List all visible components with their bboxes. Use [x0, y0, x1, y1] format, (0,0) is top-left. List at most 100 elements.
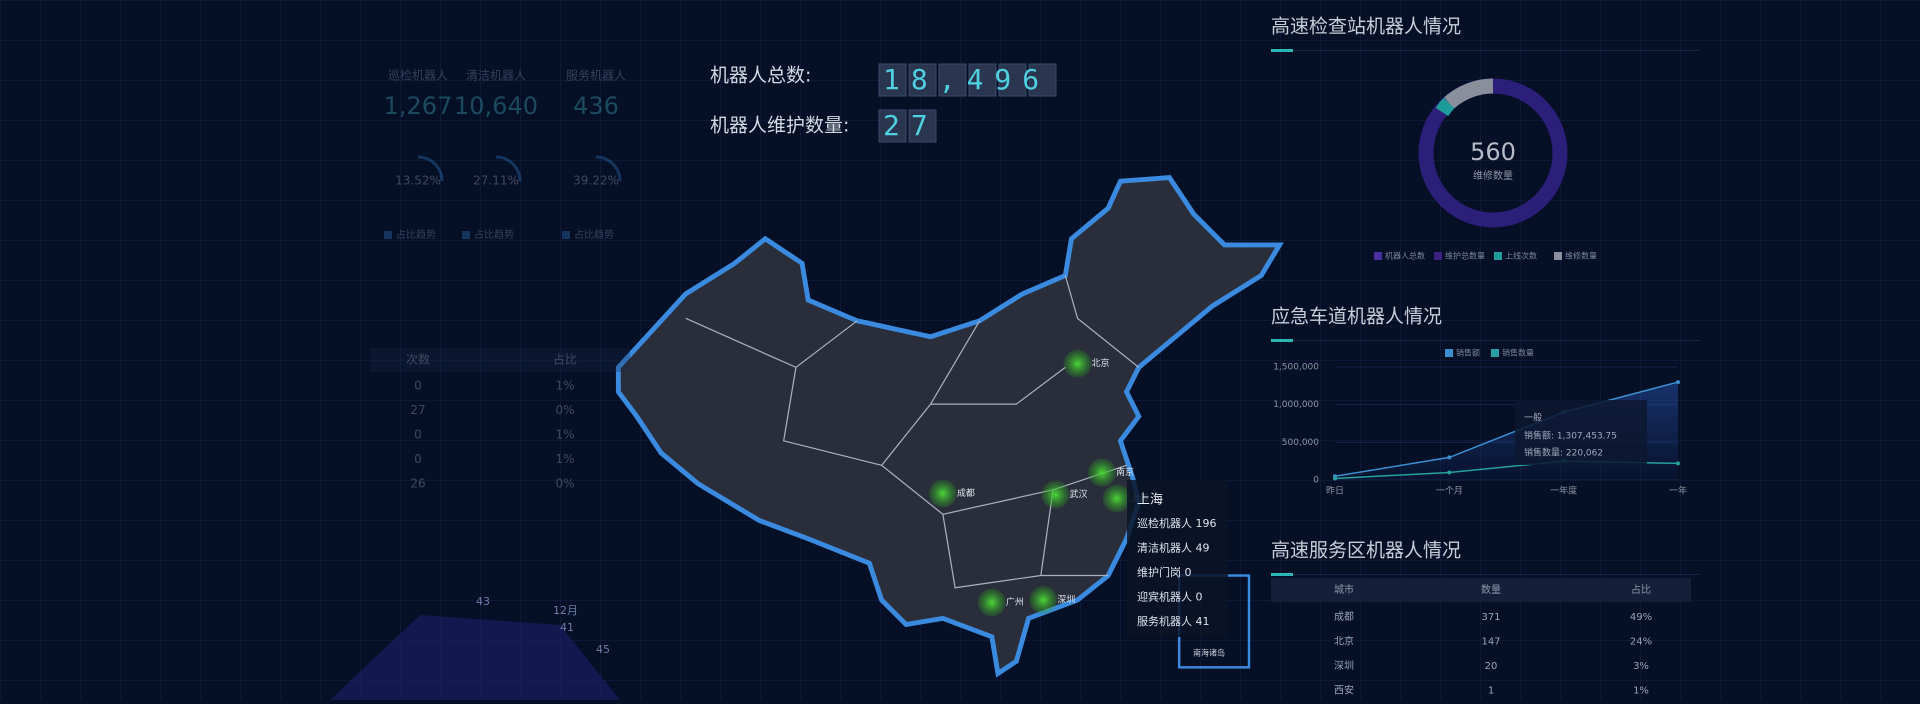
table-cell: 0% [555, 403, 574, 417]
city-label: 广州 [1006, 596, 1024, 608]
table-cell: 20 [1485, 661, 1498, 672]
city-label: 深圳 [1057, 595, 1075, 606]
table-cell: 24% [1630, 637, 1652, 648]
table-header-bg [370, 348, 630, 372]
bottom-label: 41 [560, 621, 574, 634]
line [1334, 381, 1679, 477]
kpi-value: 436 [573, 92, 619, 120]
x-tick-label: 昨日 [1326, 485, 1344, 497]
digit-box [998, 63, 1027, 97]
table-cell: 147 [1481, 637, 1500, 648]
title-underline [1271, 573, 1293, 576]
legend-swatch [1491, 349, 1499, 357]
digit-box [878, 63, 907, 97]
kpi-label: 清洁机器人 [466, 69, 526, 83]
table-header: 次数 [406, 352, 430, 367]
kpi-ring [495, 155, 522, 182]
chart-tooltip [1515, 400, 1647, 465]
table-cell: 49% [1630, 612, 1652, 623]
map-outline [615, 175, 1284, 678]
left-panel: 巡检机器人 1,267 13.52% 占比趋势 清洁机器人 10,640 27.11% 占比趋… [370, 68, 630, 491]
table-cell: 26 [410, 477, 425, 491]
legend-swatch [384, 231, 392, 239]
kpi-percent: 13.52% [395, 174, 441, 188]
x-tick-label: 一个月 [1436, 486, 1463, 497]
table-cell: 1% [555, 452, 574, 466]
table-header: 占比 [1631, 583, 1651, 596]
counter-label: 机器人总数: [710, 65, 811, 87]
table-cell: 西安 [1334, 684, 1354, 697]
x-tick-label: 一年 [1669, 485, 1687, 497]
kpi-legend: 占比趋势 [474, 228, 514, 241]
legend-label: 机器人总数 [1385, 251, 1425, 261]
tooltip-line: 销售数量: 220,062 [1524, 447, 1603, 459]
content: 机器人总数: 18,496 机器人维护数量: 27 巡检机器人 1,267 13.52% 占比… [370, 16, 1700, 697]
tooltip-line: 巡检机器人 196 [1137, 516, 1217, 530]
kpi-percent: 27.11% [473, 174, 519, 188]
y-tick-label: 0 [1313, 476, 1319, 486]
counter-value: 18,496 [883, 63, 1050, 96]
city-label: 武汉 [1070, 488, 1088, 500]
table-cell: 0 [414, 428, 422, 442]
legend-label: 维护总数量 [1445, 251, 1485, 261]
bottom-label: 43 [476, 595, 490, 608]
section-title: 应急车道机器人情况 [1271, 306, 1442, 328]
kpi-legend: 占比趋势 [574, 228, 614, 241]
tooltip-line: 清洁机器人 49 [1137, 541, 1210, 555]
legend-label: 上线次数 [1505, 251, 1537, 261]
city-dot [977, 588, 1006, 617]
donut-segment [1435, 97, 1455, 117]
kpi-value: 10,640 [454, 92, 538, 120]
table-cell: 0 [414, 379, 422, 393]
point [1676, 461, 1680, 466]
legend-swatch [562, 231, 570, 239]
map-borders [685, 275, 1140, 589]
kpi-ring [417, 155, 444, 182]
point [1447, 470, 1452, 475]
point [1676, 380, 1680, 385]
digit-box [878, 109, 907, 143]
point [1333, 476, 1337, 481]
table-cell: 0 [414, 452, 422, 466]
table-cell: 1% [1633, 686, 1649, 697]
kpi-ring [595, 155, 622, 182]
table-cell: 成都 [1334, 611, 1354, 623]
legend-swatch [1494, 252, 1502, 260]
digit-box [908, 63, 937, 97]
table-cell: 0% [555, 477, 574, 491]
legend-swatch [1554, 252, 1562, 260]
tooltip-title: 上海 [1137, 493, 1163, 508]
kpi-label: 服务机器人 [566, 68, 626, 83]
title-underline [1271, 339, 1293, 342]
table-header-bg [1271, 578, 1691, 602]
bottom-label: 45 [596, 643, 610, 656]
table-cell: 27 [410, 403, 425, 417]
table-cell: 北京 [1334, 635, 1354, 648]
table-cell: 1 [1488, 686, 1494, 697]
table-cell: 1% [555, 379, 574, 393]
kpi-legend: 占比趋势 [396, 228, 436, 241]
y-tick-label: 1,000,000 [1273, 400, 1319, 410]
table-cell: 深圳 [1334, 660, 1354, 672]
kpi-percent: 39.22% [573, 174, 619, 188]
counter-value: 27 [883, 109, 939, 142]
legend-swatch [1434, 252, 1442, 260]
table-cell: 3% [1633, 661, 1649, 672]
tooltip-title: 一般 [1524, 412, 1542, 424]
table-header: 数量 [1481, 583, 1501, 596]
legend-swatch [1374, 252, 1382, 260]
legend-label: 维修数量 [1565, 251, 1597, 261]
donut-segment [1444, 78, 1494, 109]
title-underline [1271, 49, 1293, 52]
table-cell: 371 [1481, 612, 1500, 623]
city-dot [928, 479, 957, 508]
y-tick-label: 500,000 [1282, 438, 1319, 448]
bottom-label: 12月 [553, 604, 578, 617]
digit-box [938, 63, 967, 97]
city-dot [1088, 458, 1117, 487]
donut-label: 维修数量 [1473, 169, 1513, 182]
deco-area [330, 615, 620, 700]
section-title: 高速服务区机器人情况 [1271, 540, 1461, 562]
table-cell: 1% [555, 428, 574, 442]
map-tooltip [1127, 480, 1228, 637]
